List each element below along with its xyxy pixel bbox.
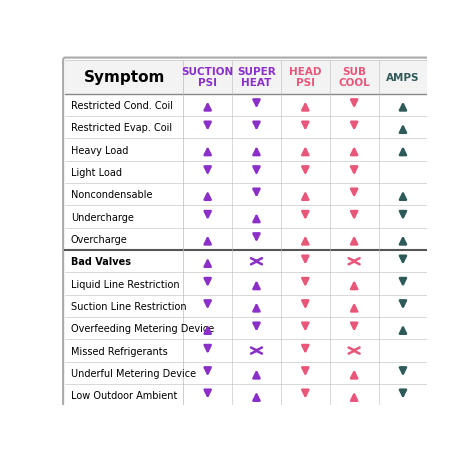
Text: Underful Metering Device: Underful Metering Device: [71, 368, 196, 378]
Bar: [65, 362, 428, 384]
Bar: [65, 295, 428, 318]
Text: Low Outdoor Ambient: Low Outdoor Ambient: [71, 390, 177, 400]
Bar: [65, 251, 428, 273]
Text: Restricted Cond. Coil: Restricted Cond. Coil: [71, 101, 173, 111]
Text: Missed Refrigerants: Missed Refrigerants: [71, 346, 168, 356]
Text: Suction Line Restriction: Suction Line Restriction: [71, 301, 186, 311]
Bar: [65, 318, 428, 339]
Text: AMPS: AMPS: [386, 73, 419, 83]
FancyBboxPatch shape: [63, 58, 430, 409]
Text: Bad Valves: Bad Valves: [71, 257, 131, 267]
Bar: [65, 61, 428, 95]
Text: Liquid Line Restriction: Liquid Line Restriction: [71, 279, 180, 289]
Bar: [65, 228, 428, 251]
Text: SUB
COOL: SUB COOL: [338, 67, 370, 88]
Text: Overfeeding Metering Device: Overfeeding Metering Device: [71, 324, 214, 334]
Text: SUCTION
PSI: SUCTION PSI: [182, 67, 234, 88]
Text: Noncondensable: Noncondensable: [71, 190, 152, 200]
Bar: [65, 384, 428, 406]
Bar: [65, 95, 428, 117]
Bar: [65, 117, 428, 139]
Bar: [65, 162, 428, 184]
Text: Overcharge: Overcharge: [71, 234, 128, 244]
Text: Light Load: Light Load: [71, 167, 122, 177]
Text: Restricted Evap. Coil: Restricted Evap. Coil: [71, 123, 172, 133]
Text: Undercharge: Undercharge: [71, 212, 134, 222]
Bar: [65, 273, 428, 295]
Bar: [65, 184, 428, 206]
Bar: [65, 206, 428, 228]
Text: Symptom: Symptom: [84, 70, 165, 85]
Text: Heavy Load: Heavy Load: [71, 145, 128, 155]
Text: HEAD
PSI: HEAD PSI: [289, 67, 321, 88]
Text: SUPER
HEAT: SUPER HEAT: [237, 67, 276, 88]
Bar: [65, 339, 428, 362]
Bar: [65, 139, 428, 162]
